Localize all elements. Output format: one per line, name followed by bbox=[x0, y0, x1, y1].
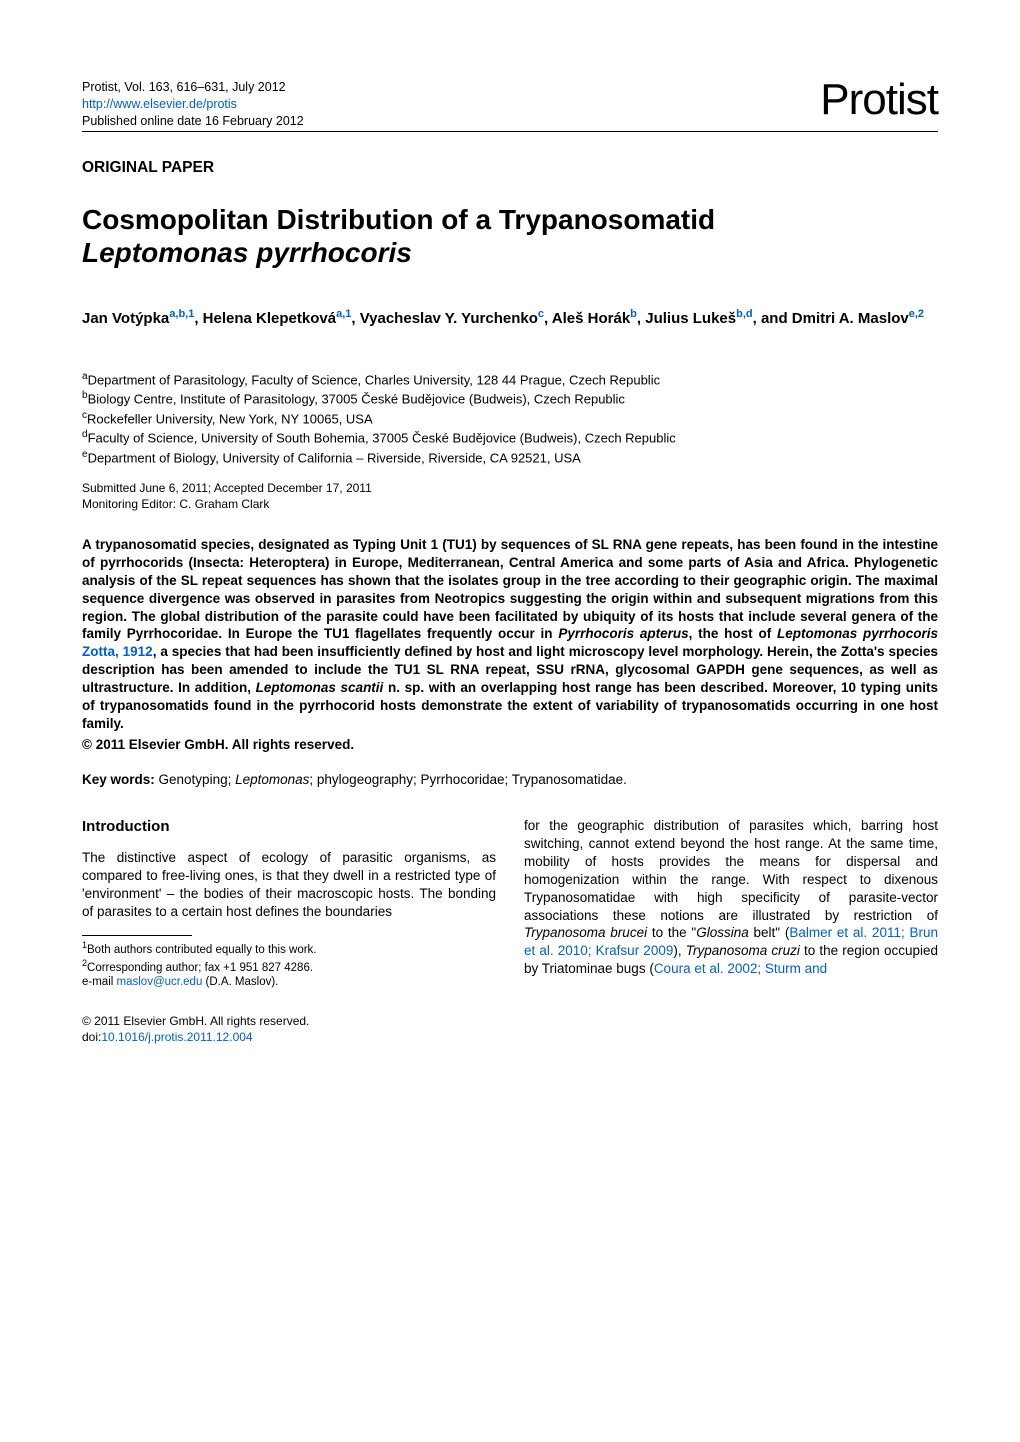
affiliations: aDepartment of Parasitology, Faculty of … bbox=[82, 370, 938, 468]
paper-type-label: ORIGINAL PAPER bbox=[82, 158, 938, 179]
author-list: Jan Votýpkaa,b,1, Helena Klepetkováa,1, … bbox=[82, 307, 938, 329]
affiliation-a: aDepartment of Parasitology, Faculty of … bbox=[82, 370, 938, 390]
footer-doi: doi:10.1016/j.protis.2011.12.004 bbox=[82, 1030, 938, 1046]
corresponding-email[interactable]: maslov@ucr.edu bbox=[117, 976, 203, 988]
header-row: Protist, Vol. 163, 616–631, July 2012 ht… bbox=[82, 70, 938, 132]
intro-paragraph-right: for the geographic distribution of paras… bbox=[524, 817, 938, 979]
keywords: Key words: Genotyping; Leptomonas; phylo… bbox=[82, 771, 938, 789]
journal-meta: Protist, Vol. 163, 616–631, July 2012 ht… bbox=[82, 79, 304, 130]
journal-volume-line: Protist, Vol. 163, 616–631, July 2012 bbox=[82, 79, 304, 96]
abstract-copyright: © 2011 Elsevier GmbH. All rights reserve… bbox=[82, 736, 938, 754]
submission-dates: Submitted June 6, 2011; Accepted Decembe… bbox=[82, 481, 938, 512]
introduction-heading: Introduction bbox=[82, 817, 496, 837]
right-column: for the geographic distribution of paras… bbox=[524, 817, 938, 991]
keywords-pre: Genotyping; bbox=[155, 772, 235, 787]
footnote-email: e-mail maslov@ucr.edu (D.A. Maslov). bbox=[82, 975, 496, 990]
affiliation-e: eDepartment of Biology, University of Ca… bbox=[82, 448, 938, 468]
affiliation-d: dFaculty of Science, University of South… bbox=[82, 428, 938, 448]
footer-copyright: © 2011 Elsevier GmbH. All rights reserve… bbox=[82, 1014, 938, 1030]
journal-logo: Protist bbox=[820, 70, 938, 129]
affiliation-c: cRockefeller University, New York, NY 10… bbox=[82, 409, 938, 429]
submitted-accepted: Submitted June 6, 2011; Accepted Decembe… bbox=[82, 481, 938, 497]
journal-url[interactable]: http://www.elsevier.de/protis bbox=[82, 96, 304, 113]
keywords-post: ; phylogeography; Pyrrhocoridae; Trypano… bbox=[309, 772, 626, 787]
footnote-rule bbox=[82, 935, 192, 936]
footnotes: 1Both authors contributed equally to thi… bbox=[82, 940, 496, 990]
body-columns: Introduction The distinctive aspect of e… bbox=[82, 817, 938, 991]
left-column: Introduction The distinctive aspect of e… bbox=[82, 817, 496, 991]
page-footer: © 2011 Elsevier GmbH. All rights reserve… bbox=[82, 1014, 938, 1045]
doi-link[interactable]: 10.1016/j.protis.2011.12.004 bbox=[101, 1030, 252, 1044]
abstract: A trypanosomatid species, designated as … bbox=[82, 536, 938, 732]
pub-online-date: Published online date 16 February 2012 bbox=[82, 113, 304, 130]
keywords-label: Key words: bbox=[82, 772, 155, 787]
paper-title: Cosmopolitan Distribution of a Trypanoso… bbox=[82, 203, 938, 269]
title-species: Leptomonas pyrrhocoris bbox=[82, 237, 412, 268]
footnote-2: 2Corresponding author; fax +1 951 827 42… bbox=[82, 958, 496, 976]
footnote-1: 1Both authors contributed equally to thi… bbox=[82, 940, 496, 958]
monitoring-editor: Monitoring Editor: C. Graham Clark bbox=[82, 497, 938, 513]
intro-paragraph-left: The distinctive aspect of ecology of par… bbox=[82, 849, 496, 921]
affiliation-b: bBiology Centre, Institute of Parasitolo… bbox=[82, 389, 938, 409]
keywords-italic: Leptomonas bbox=[235, 772, 309, 787]
title-text: Cosmopolitan Distribution of a Trypanoso… bbox=[82, 204, 715, 235]
